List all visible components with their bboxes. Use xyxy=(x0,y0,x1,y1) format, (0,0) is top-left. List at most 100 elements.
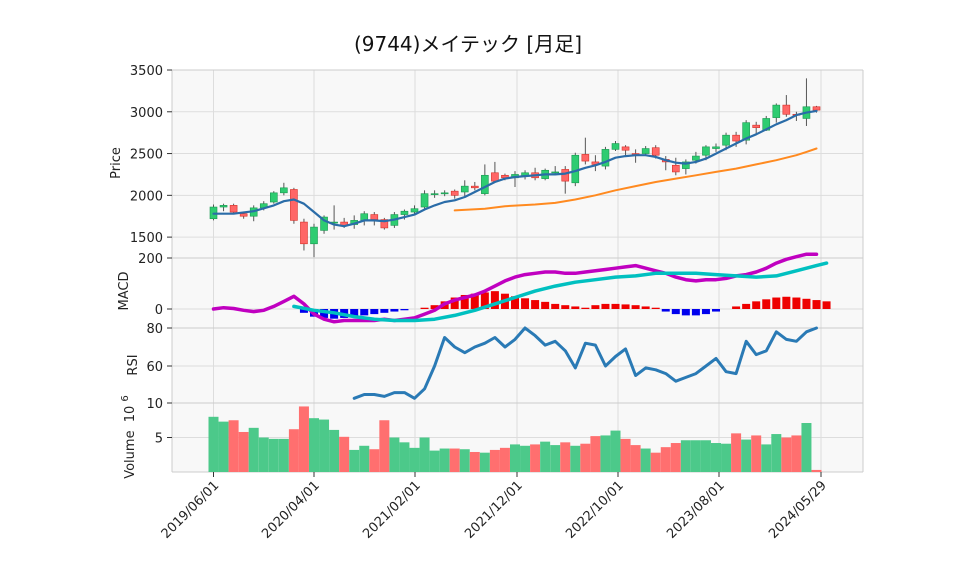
x-tick-label: 2021/02/01 xyxy=(360,478,424,542)
macd-histogram-bar xyxy=(651,307,660,309)
macd-histogram-bar xyxy=(420,307,429,309)
candle-body xyxy=(229,205,238,213)
volume-bar xyxy=(801,423,812,472)
volume-y-tick-label: 5 xyxy=(155,432,163,447)
macd-histogram-bar xyxy=(812,300,821,309)
volume-bar xyxy=(298,406,309,472)
volume-bar xyxy=(711,443,721,472)
volume-label-exponent: 6 xyxy=(120,395,131,401)
volume-bar xyxy=(530,444,541,472)
volume-bar xyxy=(489,449,500,472)
candle-body xyxy=(219,205,228,208)
candle-body xyxy=(280,187,288,194)
volume-bar xyxy=(560,442,571,472)
rsi-axis-label: RSI xyxy=(126,354,141,375)
macd-histogram-bar xyxy=(490,291,499,309)
macd-histogram-bar xyxy=(320,309,329,318)
macd-histogram-bar xyxy=(792,297,801,309)
volume-bar xyxy=(600,435,611,472)
volume-bar xyxy=(449,448,460,472)
volume-bar xyxy=(319,419,330,472)
volume-bar xyxy=(288,429,299,472)
macd-histogram-bar xyxy=(511,296,519,309)
candle-body xyxy=(611,143,620,150)
macd-histogram-bar xyxy=(772,297,781,309)
volume-bar xyxy=(409,447,420,472)
candle-body xyxy=(410,208,419,213)
volume-bar xyxy=(469,451,480,472)
volume-bar xyxy=(349,449,360,472)
x-tick-label: 2020/04/01 xyxy=(259,478,323,542)
volume-y-tick-label: 10 xyxy=(146,397,163,412)
macd-histogram-bar xyxy=(470,293,479,309)
volume-bar xyxy=(680,440,691,472)
x-tick-label: 2019/06/01 xyxy=(159,478,223,542)
price-y-tick-label: 1500 xyxy=(130,231,163,246)
candle-body xyxy=(370,214,379,220)
macd-histogram-bar xyxy=(561,305,570,309)
chart-marks xyxy=(208,78,831,472)
volume-bar xyxy=(731,433,742,472)
macd-histogram-bar xyxy=(631,305,640,309)
macd-histogram-bar xyxy=(299,309,308,313)
volume-bar xyxy=(630,445,641,472)
svg-text:Volume 10 6: Volume 10 6 xyxy=(120,395,138,479)
candle-body xyxy=(470,185,479,189)
candle-body xyxy=(551,171,560,174)
volume-bar xyxy=(359,445,370,472)
volume-bar xyxy=(771,434,782,472)
volume-bar xyxy=(610,430,621,472)
candle-body xyxy=(782,104,791,115)
volume-bar xyxy=(660,447,671,472)
macd-y-tick-label: 0 xyxy=(155,303,163,318)
x-tick-label: 2023/08/01 xyxy=(664,478,728,542)
volume-bar xyxy=(721,443,732,472)
chart-title: (9744)メイテック [月足] xyxy=(354,32,582,56)
volume-bar xyxy=(479,452,490,472)
volume-bar xyxy=(550,445,561,472)
candle-body xyxy=(400,210,409,215)
volume-bar xyxy=(238,431,249,472)
macd-signal-line xyxy=(292,261,829,323)
price-y-tick-label: 2000 xyxy=(130,189,163,204)
macd-histogram-bar xyxy=(782,296,791,309)
volume-bar xyxy=(268,438,279,472)
candle-body xyxy=(641,148,650,154)
candle-body xyxy=(752,124,761,128)
sma-long-line xyxy=(453,147,818,212)
candle-body xyxy=(269,192,278,203)
volume-bar xyxy=(258,437,269,472)
volume-bar xyxy=(429,450,440,472)
macd-histogram-bar xyxy=(802,298,811,309)
volume-bar xyxy=(590,436,601,472)
macd-histogram-bar xyxy=(400,309,409,311)
volume-bar xyxy=(309,418,319,472)
macd-line xyxy=(211,252,819,324)
candle-body xyxy=(239,213,248,217)
candle-body xyxy=(732,134,740,142)
volume-bar xyxy=(700,440,711,472)
volume-bar xyxy=(570,445,581,472)
macd-histogram-bar xyxy=(611,303,620,309)
x-tick-label: 2022/10/01 xyxy=(563,478,627,542)
volume-bar xyxy=(540,441,551,472)
macd-histogram-bar xyxy=(752,301,761,309)
macd-histogram-bar xyxy=(450,297,459,309)
volume-bar xyxy=(208,416,219,472)
volume-bar xyxy=(419,437,430,472)
volume-bar xyxy=(389,437,400,472)
candle-body xyxy=(682,161,690,169)
candle-body xyxy=(671,164,680,173)
price-y-tick-label: 2500 xyxy=(130,148,163,163)
volume-bar xyxy=(650,452,661,472)
volume-bar xyxy=(278,438,289,472)
macd-histogram-bar xyxy=(581,307,590,309)
volume-bar xyxy=(248,427,259,472)
volume-bar xyxy=(329,429,340,472)
macd-axis-label: MACD xyxy=(117,272,132,311)
volume-bar xyxy=(781,437,792,472)
candle-body xyxy=(300,221,308,245)
price-axis-label: Price xyxy=(109,147,124,179)
candle-body xyxy=(571,154,580,184)
rsi-line xyxy=(352,326,818,400)
